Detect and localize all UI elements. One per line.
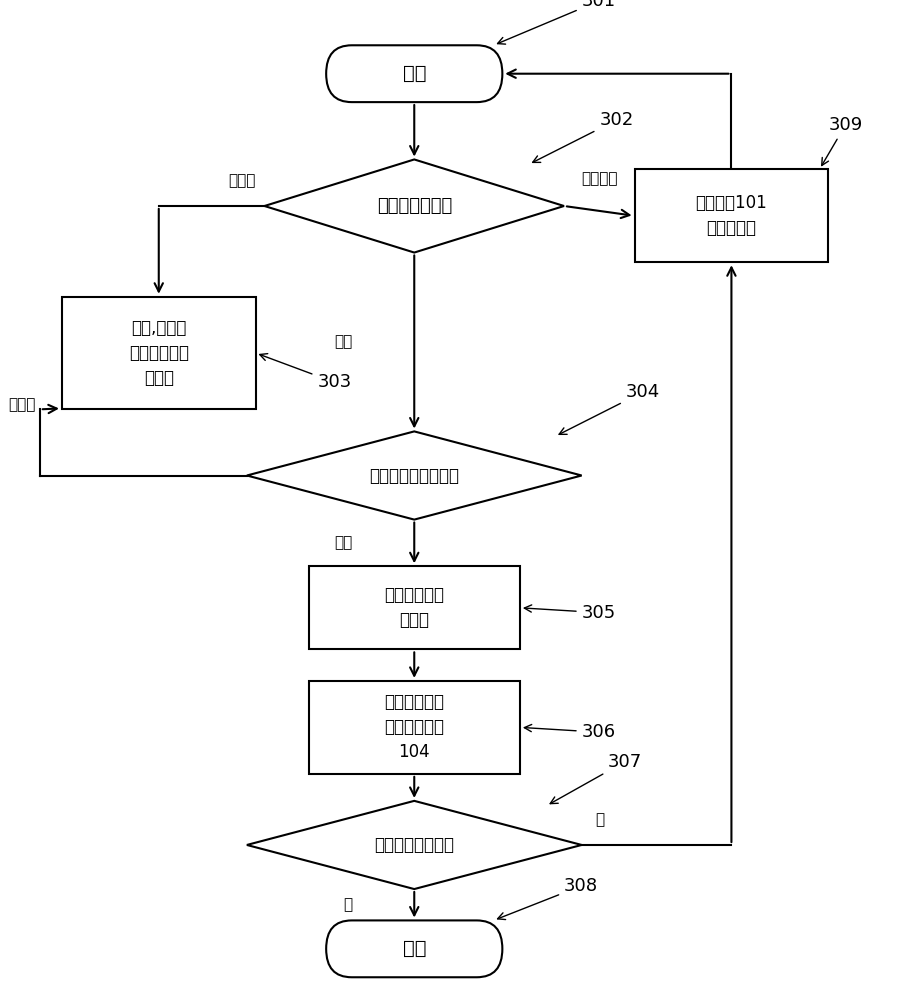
Polygon shape <box>264 159 564 253</box>
Text: 是: 是 <box>343 897 352 912</box>
Text: 307: 307 <box>550 753 642 804</box>
Text: 304: 304 <box>559 383 660 434</box>
Polygon shape <box>247 431 582 520</box>
Bar <box>62 297 255 409</box>
Text: 否: 否 <box>595 812 604 827</box>
Text: 305: 305 <box>524 604 616 622</box>
Text: 判断应用是否结束: 判断应用是否结束 <box>374 836 454 854</box>
Bar <box>308 681 520 774</box>
Text: 303: 303 <box>260 354 352 391</box>
Bar <box>635 169 828 262</box>
Text: 306: 306 <box>524 723 616 741</box>
Text: 不合法: 不合法 <box>228 173 255 188</box>
Text: 判断指令合法性: 判断指令合法性 <box>377 197 452 215</box>
Text: 结束: 结束 <box>403 939 426 958</box>
Text: 将分区节点组
按顺序输出给
104: 将分区节点组 按顺序输出给 104 <box>384 693 444 761</box>
FancyBboxPatch shape <box>326 45 503 102</box>
Text: 输入指令: 输入指令 <box>581 171 618 186</box>
Text: 308: 308 <box>497 877 598 920</box>
Text: 309: 309 <box>822 116 862 166</box>
Text: 对分区节点进
行分组: 对分区节点进 行分组 <box>384 586 444 629</box>
Bar <box>308 566 520 649</box>
Text: 合法: 合法 <box>334 334 352 349</box>
Text: 不合法: 不合法 <box>8 397 35 412</box>
Text: 报错,提供错
误信息并重置
该进程: 报错,提供错 误信息并重置 该进程 <box>129 319 189 387</box>
Text: 302: 302 <box>533 111 634 162</box>
Text: 接受来自101
的分区节点: 接受来自101 的分区节点 <box>696 194 768 237</box>
Text: 查询指令値的合法性: 查询指令値的合法性 <box>369 466 459 485</box>
Text: 301: 301 <box>497 0 616 44</box>
Text: 开始: 开始 <box>403 64 426 83</box>
Text: 合法: 合法 <box>334 535 352 550</box>
Polygon shape <box>247 801 582 889</box>
FancyBboxPatch shape <box>326 920 503 977</box>
